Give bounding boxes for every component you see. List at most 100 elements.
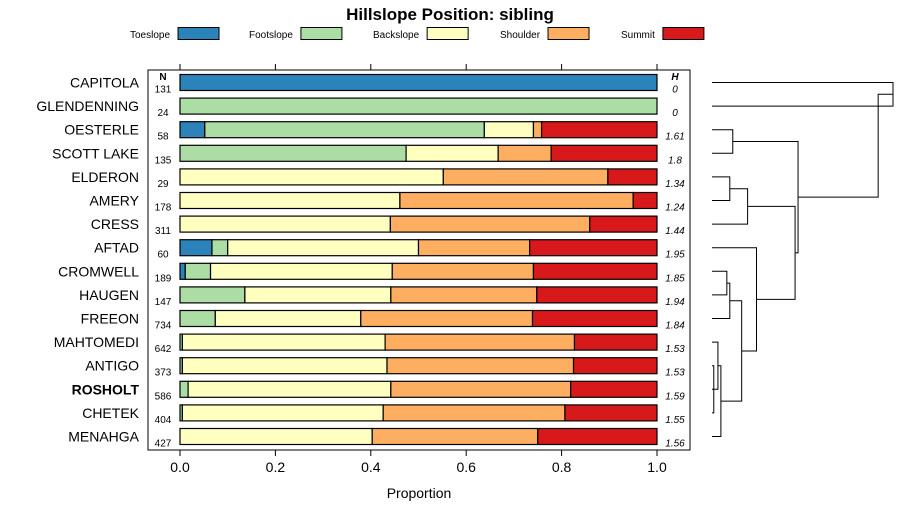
- bar-segment-backslope: [187, 380, 392, 398]
- n-column-header: N: [159, 72, 166, 83]
- bar-segment-footslope: [179, 380, 189, 398]
- bar-segment-toeslope: [179, 73, 658, 92]
- bar-segment-summit: [572, 357, 658, 375]
- row-capitola: CAPITOLA 131 0: [70, 73, 678, 96]
- bar-segment-footslope: [179, 97, 658, 115]
- bar-segment-shoulder: [360, 309, 534, 328]
- bar-segment-shoulder: [390, 286, 538, 304]
- row-n-value: 29: [157, 179, 169, 190]
- bar-segment-backslope: [179, 215, 391, 233]
- x-tick-label: 1.0: [647, 459, 667, 475]
- bar-segment-shoulder: [417, 239, 531, 257]
- row-label: HAUGEN: [79, 287, 139, 303]
- x-tick-label: 0.4: [361, 459, 381, 475]
- bar-segment-toeslope: [179, 121, 206, 139]
- row-label: MAHTOMEDI: [54, 334, 139, 350]
- bar-segment-shoulder: [389, 215, 591, 233]
- row-h-value: 0: [672, 108, 678, 119]
- row-cromwell: CROMWELL 189 1.85: [58, 262, 685, 284]
- legend-label-toeslope: Toeslope: [130, 30, 170, 41]
- x-tick-label: 0.8: [552, 459, 572, 475]
- bar-segment-backslope: [179, 168, 444, 186]
- row-h-value: 1.85: [665, 273, 685, 284]
- row-h-value: 1.61: [665, 132, 684, 143]
- row-label: ELDERON: [71, 169, 139, 185]
- row-n-value: 178: [155, 203, 172, 214]
- dendrogram-link-14: [798, 93, 893, 198]
- row-label: ROSHOLT: [72, 381, 140, 397]
- row-h-value: 1.8: [668, 155, 682, 166]
- row-menahga: MENAHGA 427 1.56: [68, 427, 685, 450]
- legend-label-shoulder: Shoulder: [500, 30, 541, 41]
- bar-segment-summit: [532, 262, 658, 280]
- row-h-value: 1.53: [665, 368, 685, 379]
- row-haugen: HAUGEN 147 1.94: [79, 286, 685, 308]
- bar-segment-summit: [550, 144, 658, 162]
- bar-segment-summit: [537, 427, 658, 446]
- bar-segment-backslope: [483, 121, 535, 139]
- row-label: CRESS: [91, 216, 139, 232]
- bar-segment-summit: [529, 239, 658, 257]
- bar-segment-backslope: [181, 333, 386, 351]
- dendrogram-link-11: [747, 205, 796, 300]
- bar-segment-shoulder: [532, 121, 543, 139]
- bar-segment-summit: [632, 191, 658, 210]
- row-label: OESTERLE: [64, 122, 139, 138]
- bar-segment-footslope: [179, 286, 246, 304]
- bar-segment-footslope: [211, 239, 229, 257]
- dendrogram-link-10: [712, 247, 758, 352]
- bar-segment-summit: [564, 404, 658, 422]
- row-rosholt: ROSHOLT 586 1.59: [72, 380, 685, 402]
- bar-segment-backslope: [181, 357, 388, 375]
- row-n-value: 135: [155, 155, 172, 166]
- row-n-value: 734: [155, 321, 172, 332]
- bar-segment-summit: [589, 215, 658, 233]
- bar-segment-shoulder: [442, 168, 609, 186]
- row-label: ANTIGO: [85, 358, 139, 374]
- bar-segment-footslope: [179, 144, 407, 162]
- row-h-value: 1.59: [665, 391, 685, 402]
- row-antigo: ANTIGO 373 1.53: [85, 357, 685, 379]
- row-elderon: ELDERON 29 1.34: [71, 168, 685, 190]
- bar-segment-backslope: [181, 404, 384, 422]
- legend-label-summit: Summit: [621, 30, 655, 41]
- bar-segment-shoulder: [386, 357, 575, 375]
- row-h-value: 1.94: [665, 297, 685, 308]
- legend-swatch-shoulder: [547, 27, 590, 40]
- row-h-value: 1.44: [665, 226, 685, 237]
- row-chetek: CHETEK 404 1.55: [82, 404, 685, 426]
- bar-segment-footslope: [204, 121, 485, 139]
- row-n-value: 586: [155, 391, 172, 402]
- bar-segment-shoulder: [497, 144, 552, 162]
- x-tick-label: 0.0: [170, 459, 190, 475]
- row-label: FREEON: [81, 311, 139, 327]
- chart-title: Hillslope Position: sibling: [346, 5, 554, 24]
- row-label: CAPITOLA: [70, 75, 140, 91]
- legend-swatch-summit: [662, 27, 705, 40]
- bar-segment-backslope: [227, 239, 420, 257]
- row-n-value: 60: [157, 250, 169, 261]
- row-label: CROMWELL: [58, 263, 139, 279]
- bar-segment-summit: [536, 286, 658, 304]
- dendrogram-link-7: [712, 270, 728, 296]
- dendrogram-link-12: [712, 129, 734, 154]
- row-n-value: 373: [155, 368, 172, 379]
- row-h-value: 1.34: [665, 179, 685, 190]
- row-glendenning: GLENDENNING 24 0: [36, 97, 678, 119]
- x-axis: 0.0 0.2 0.4 0.6 0.8 1.0: [170, 450, 667, 475]
- row-label: CHETEK: [82, 405, 139, 421]
- row-scott-lake: SCOTT LAKE 135 1.8: [52, 144, 682, 166]
- row-oesterle: OESTERLE 58 1.61: [64, 121, 685, 143]
- row-mahtomedi: MAHTOMEDI 642 1.53: [54, 333, 685, 355]
- bar-segment-backslope: [244, 286, 392, 304]
- h-column-header: H: [671, 72, 679, 83]
- dendrogram-link-13: [732, 141, 799, 254]
- dendrogram: [712, 82, 894, 437]
- bar-rows: CAPITOLA 131 0 GLENDENNING 24 0 OESTERLE 58 1.61…: [36, 73, 685, 450]
- row-n-value: 147: [155, 297, 172, 308]
- bar-segment-footslope: [179, 309, 216, 328]
- row-cress: CRESS 311 1.44: [91, 215, 685, 237]
- legend-swatch-toeslope: [177, 27, 220, 40]
- dendrogram-link-9: [720, 300, 743, 402]
